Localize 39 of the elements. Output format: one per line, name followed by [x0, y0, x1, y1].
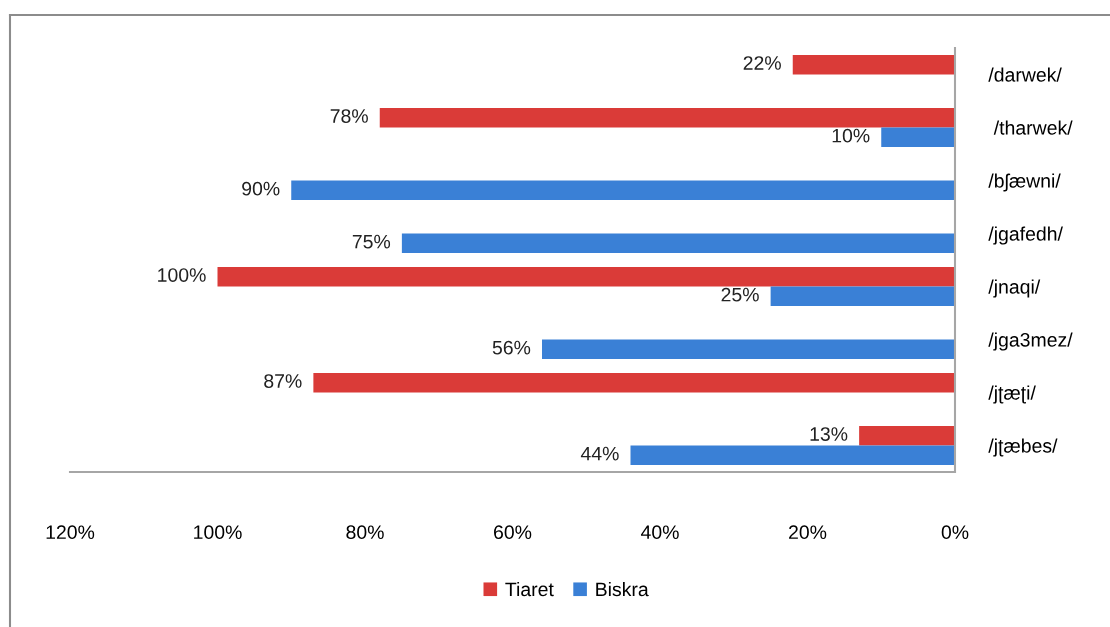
x-tick-label: 60%: [494, 525, 532, 540]
data-label: 78%: [330, 109, 368, 123]
x-tick-label: 80%: [346, 525, 384, 540]
bar: [401, 233, 955, 254]
data-label: 56%: [492, 340, 531, 355]
bar: [313, 372, 955, 393]
data-label: 10%: [832, 128, 870, 143]
bar: [770, 286, 955, 307]
bar: [630, 445, 955, 466]
bar: [792, 54, 955, 75]
y-tick-label: /jgafedh/: [988, 226, 1063, 245]
y-tick-label: /jga3mez/: [988, 332, 1073, 351]
y-tick-label: /jʈæʈi/: [988, 385, 1036, 404]
data-label: 22%: [743, 56, 781, 70]
data-label: 25%: [721, 287, 759, 302]
data-label: 90%: [242, 181, 280, 196]
y-tick-label: /jnaqi/: [988, 279, 1041, 298]
x-tick-label: 40%: [640, 525, 679, 540]
bar: [881, 127, 955, 148]
x-tick-label: 0%: [941, 525, 969, 540]
bar: [379, 107, 955, 128]
x-tick-label: 120%: [46, 525, 95, 540]
y-tick-label: /darwek/: [988, 67, 1062, 82]
legend-label: Tiaret: [505, 581, 554, 597]
bar: [542, 339, 955, 360]
y-tick-label: /jʈæbes/: [988, 438, 1058, 457]
data-label: 44%: [580, 446, 619, 461]
x-tick-label: 20%: [789, 525, 827, 540]
y-tick-label: /bʃæwni/: [988, 173, 1061, 192]
y-tick-label: /tharwek/: [993, 120, 1073, 135]
data-label: 75%: [352, 234, 391, 249]
data-label: 87%: [264, 374, 302, 388]
bar: [859, 425, 955, 446]
legend-label: Biskra: [596, 581, 649, 597]
bar: [217, 266, 955, 287]
data-label: 100%: [158, 268, 206, 282]
x-tick-label: 100%: [194, 525, 242, 540]
bar: [291, 180, 955, 201]
data-label: 13%: [810, 427, 848, 441]
